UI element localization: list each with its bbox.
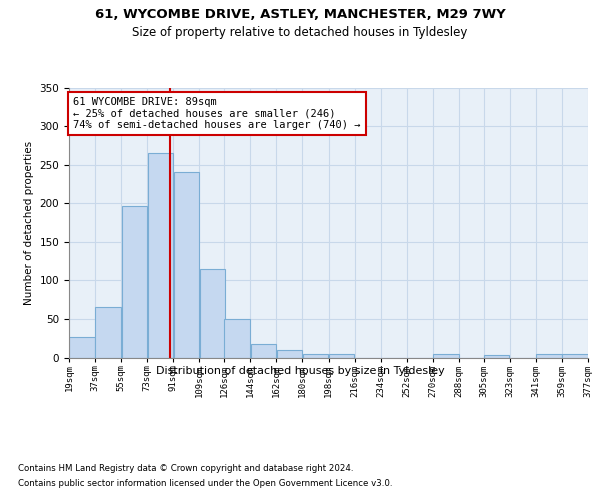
Text: Size of property relative to detached houses in Tyldesley: Size of property relative to detached ho… xyxy=(133,26,467,39)
Bar xyxy=(433,354,458,358)
Bar xyxy=(484,355,509,358)
Y-axis label: Number of detached properties: Number of detached properties xyxy=(24,140,34,304)
Bar xyxy=(303,354,328,358)
Bar xyxy=(329,354,354,358)
Bar xyxy=(224,319,250,358)
Bar xyxy=(536,354,562,358)
Text: 61, WYCOMBE DRIVE, ASTLEY, MANCHESTER, M29 7WY: 61, WYCOMBE DRIVE, ASTLEY, MANCHESTER, M… xyxy=(95,8,505,20)
Bar xyxy=(174,172,199,358)
Bar xyxy=(95,308,121,358)
Bar xyxy=(562,354,587,358)
Bar xyxy=(70,336,95,357)
Text: Contains HM Land Registry data © Crown copyright and database right 2024.: Contains HM Land Registry data © Crown c… xyxy=(18,464,353,473)
Bar xyxy=(148,153,173,358)
Text: 61 WYCOMBE DRIVE: 89sqm
← 25% of detached houses are smaller (246)
74% of semi-d: 61 WYCOMBE DRIVE: 89sqm ← 25% of detache… xyxy=(73,97,361,130)
Bar xyxy=(200,269,225,358)
Bar xyxy=(277,350,302,358)
Bar xyxy=(122,206,147,358)
Text: Contains public sector information licensed under the Open Government Licence v3: Contains public sector information licen… xyxy=(18,479,392,488)
Bar xyxy=(251,344,276,357)
Text: Distribution of detached houses by size in Tyldesley: Distribution of detached houses by size … xyxy=(155,366,445,376)
